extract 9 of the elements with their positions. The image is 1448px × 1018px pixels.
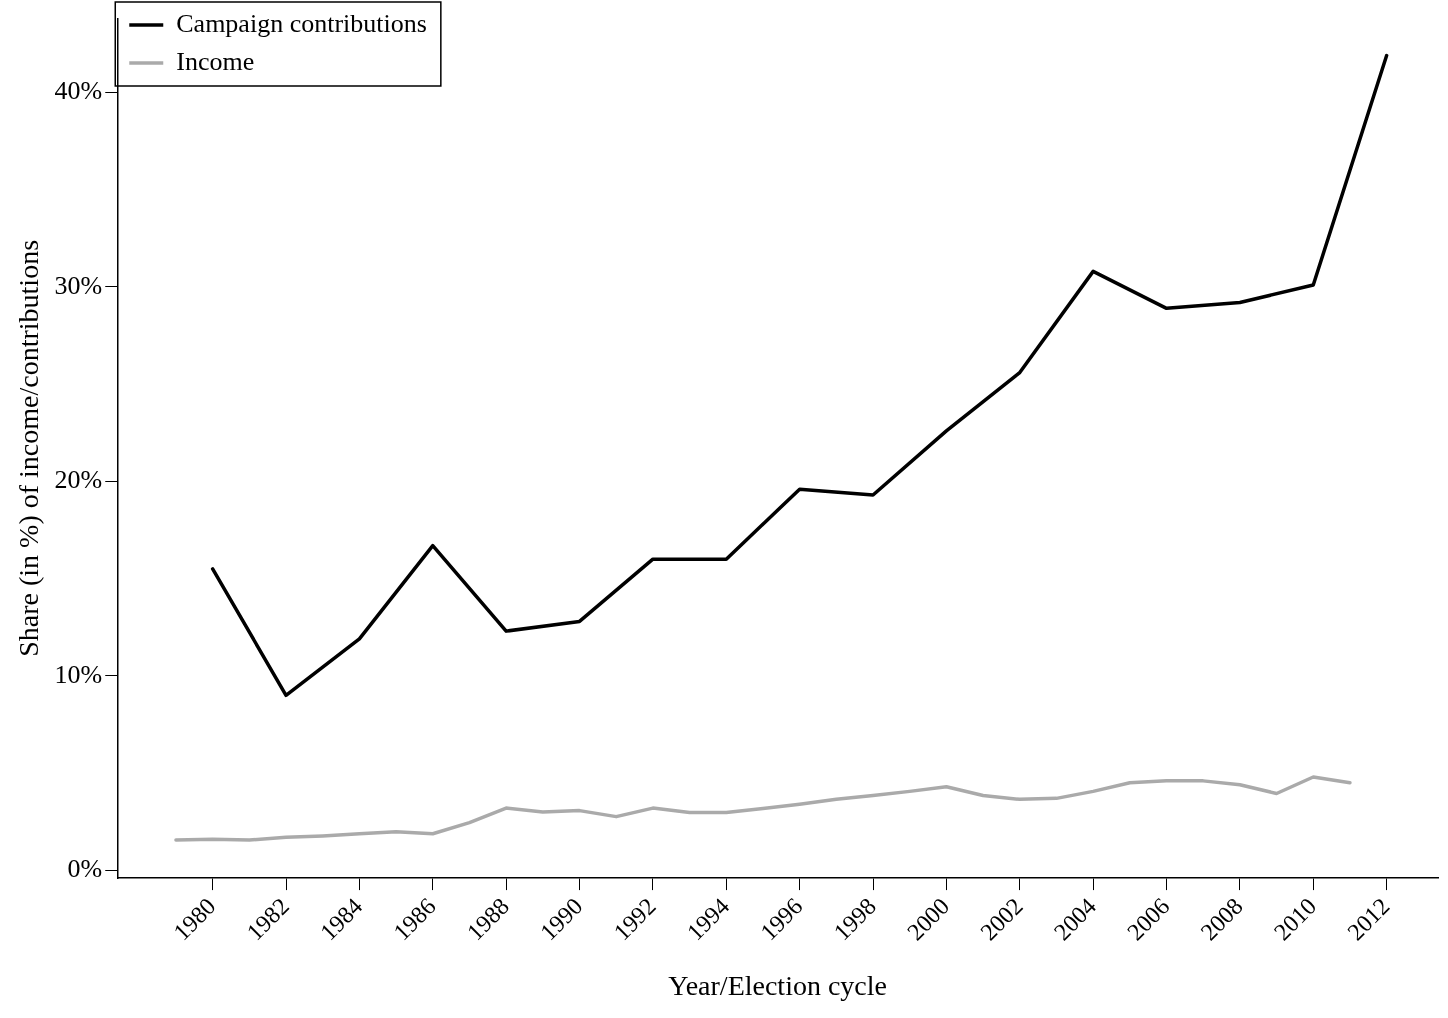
- x-axis-title: Year/Election cycle: [668, 969, 887, 1001]
- y-tick-label: 0%: [67, 854, 103, 884]
- y-tick-label: 20%: [54, 465, 103, 495]
- y-tick-label: 10%: [54, 659, 103, 689]
- y-axis-title: Share (in %) of income/contributions: [13, 239, 45, 657]
- y-tick-label: 30%: [54, 270, 103, 300]
- legend-label: Income: [176, 46, 255, 76]
- legend-label: Campaign contributions: [176, 8, 427, 38]
- y-tick-label: 40%: [54, 76, 103, 106]
